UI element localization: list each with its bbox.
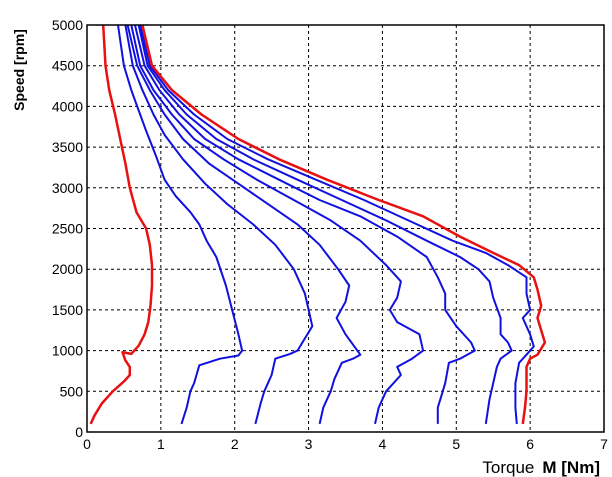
y-tick-label: 2500 [52, 221, 83, 237]
y-tick-label: 4000 [52, 98, 83, 114]
x-tick-label: 4 [379, 436, 387, 452]
series-line-8 [139, 24, 535, 424]
x-axis-label-symbol: M [Nm] [542, 458, 600, 477]
y-tick-label: 2000 [52, 261, 83, 277]
series-group [89, 24, 547, 425]
x-tick-label: 5 [452, 436, 460, 452]
series-line-1 [89, 24, 154, 425]
series-line-9 [141, 24, 547, 425]
x-axis-label: Torque M [Nm] [482, 458, 600, 477]
y-tick-label: 3500 [52, 139, 83, 155]
y-tick-label: 4500 [52, 58, 83, 74]
x-tick-label: 6 [526, 436, 534, 452]
series-line-3 [124, 24, 314, 425]
x-tick-label: 2 [231, 436, 239, 452]
y-tick-label: 1000 [52, 343, 83, 359]
series-line-5 [130, 24, 425, 425]
y-tick-label: 500 [60, 383, 84, 399]
x-tick-label: 3 [305, 436, 313, 452]
series-line-7 [137, 24, 513, 425]
y-tick-label: 3000 [52, 180, 83, 196]
x-tick-labels: 0 1 2 3 4 5 6 7 [83, 436, 608, 452]
x-tick-label: 0 [83, 436, 91, 452]
plot-frame [86, 24, 605, 433]
x-tick-label: 1 [157, 436, 165, 452]
x-tick-label: 7 [600, 436, 608, 452]
x-axis-label-prefix: Torque [482, 458, 534, 477]
y-tick-label: 5000 [52, 17, 83, 33]
series-line-2 [117, 24, 244, 425]
y-tick-labels: 0 500 1000 1500 2000 2500 3000 3500 4000 4500 5000 [52, 17, 83, 440]
series-line-6 [134, 24, 476, 424]
y-tick-label: 0 [75, 424, 83, 440]
y-tick-label: 1500 [52, 302, 83, 318]
y-axis-label: Speed [rpm] [11, 29, 27, 111]
series-line-4 [126, 24, 362, 425]
